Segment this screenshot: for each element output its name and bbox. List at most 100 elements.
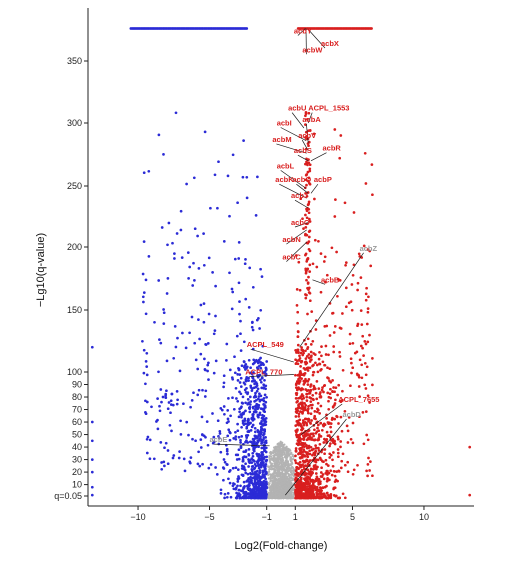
data-point-3823 — [304, 178, 308, 182]
data-point-2496 — [260, 451, 263, 454]
leader-acbJ — [294, 199, 309, 209]
data-point-3553 — [356, 324, 359, 328]
y-tick-label: 20 — [72, 467, 82, 477]
data-point-3683 — [316, 496, 320, 499]
data-point-2246 — [258, 399, 262, 403]
data-point-3335 — [359, 344, 363, 348]
data-point-3733 — [304, 487, 308, 491]
data-point-1587 — [228, 481, 232, 485]
data-point-2397 — [204, 343, 208, 346]
data-point-2504 — [249, 494, 253, 498]
data-point-3503 — [351, 472, 355, 476]
data-point-2415 — [244, 462, 247, 466]
data-point-2210 — [162, 460, 166, 464]
data-point-1398 — [289, 468, 292, 471]
data-point-2269 — [251, 419, 255, 422]
data-point-3682 — [312, 465, 316, 469]
y-tick-label: 100 — [67, 367, 82, 377]
data-point-1140 — [273, 446, 276, 449]
data-point-2021 — [233, 257, 237, 261]
data-point-3404 — [333, 474, 337, 478]
data-point-3838 — [304, 267, 308, 271]
data-point-3699 — [303, 401, 306, 405]
data-point-2120 — [262, 479, 266, 483]
data-point-2396 — [249, 491, 253, 494]
data-point-2769 — [319, 471, 323, 474]
data-point-3063 — [298, 460, 302, 464]
data-point-3437 — [339, 134, 343, 137]
data-point-3323 — [309, 432, 313, 436]
data-point-3804 — [304, 112, 308, 116]
data-point-2304 — [159, 341, 163, 345]
data-point-1644 — [202, 302, 206, 305]
data-point-2570 — [253, 440, 256, 444]
data-point-2602 — [344, 263, 347, 267]
data-point-3556 — [304, 377, 307, 381]
gene-label-acbK: acbK — [275, 175, 294, 184]
data-point-2561 — [237, 415, 241, 419]
data-point-1317 — [271, 464, 274, 468]
data-point-1269 — [277, 458, 280, 461]
data-point-3322 — [319, 252, 323, 255]
data-point-1912 — [179, 419, 182, 423]
data-point-2517 — [225, 421, 229, 425]
data-point-966 — [290, 491, 293, 494]
data-point-2038 — [196, 234, 199, 238]
data-point-3051 — [355, 350, 359, 354]
data-point-1454 — [283, 493, 286, 496]
data-point-2992 — [334, 198, 337, 201]
data-point-3461 — [318, 362, 321, 366]
data-point-3533 — [320, 345, 323, 348]
data-point-2883 — [309, 400, 313, 403]
data-point-2194 — [255, 389, 259, 393]
data-point-2478 — [263, 466, 267, 470]
data-point-3310 — [303, 492, 307, 496]
x-tick-label: −1 — [262, 512, 272, 522]
data-point-3382 — [314, 460, 318, 464]
data-point-3205 — [301, 459, 305, 463]
data-point-2451 — [265, 486, 269, 490]
data-point-3561 — [346, 429, 350, 433]
data-point-3679 — [357, 252, 361, 256]
y-tick-label: 90 — [72, 380, 82, 390]
data-point-2423 — [241, 421, 245, 425]
data-point-3167 — [311, 458, 315, 462]
data-point-3016 — [348, 342, 352, 346]
data-point-2951 — [331, 379, 334, 382]
data-point-2765 — [317, 449, 321, 452]
data-point-2543 — [258, 392, 261, 396]
data-point-2217 — [241, 458, 245, 461]
data-point-1568 — [226, 174, 230, 178]
data-point-1379 — [289, 453, 292, 456]
data-point-1322 — [283, 479, 286, 482]
data-point-2580 — [241, 395, 245, 399]
data-point-2347 — [239, 446, 243, 450]
data-point-2525 — [243, 455, 246, 458]
data-point-2071 — [217, 435, 220, 438]
data-point-3572 — [314, 449, 318, 453]
leader-ACPL_549 — [250, 348, 295, 363]
data-point-3415 — [327, 434, 331, 437]
data-point-2245 — [160, 226, 164, 229]
data-point-2104 — [234, 486, 238, 490]
data-point-1495 — [273, 489, 277, 492]
data-point-1215 — [287, 478, 290, 481]
data-point-3541 — [310, 471, 314, 474]
data-point-2639 — [296, 321, 299, 325]
data-point-1497 — [282, 467, 285, 470]
data-point-2722 — [330, 473, 334, 477]
data-point-1135 — [272, 449, 275, 452]
data-point-2572 — [264, 495, 268, 499]
data-point-1323 — [283, 463, 286, 466]
data-point-1983 — [204, 389, 208, 393]
data-point-1600 — [172, 454, 176, 457]
leader-acbL — [280, 170, 307, 189]
data-point-1401 — [270, 485, 273, 488]
leader-acbA — [306, 123, 309, 144]
data-point-3062 — [317, 483, 321, 486]
leader-ACPL_770 — [249, 374, 294, 377]
data-point-3732 — [297, 494, 300, 498]
data-point-2958 — [308, 299, 312, 303]
data-point-885 — [272, 452, 275, 455]
x-tick-label: 10 — [419, 512, 429, 522]
